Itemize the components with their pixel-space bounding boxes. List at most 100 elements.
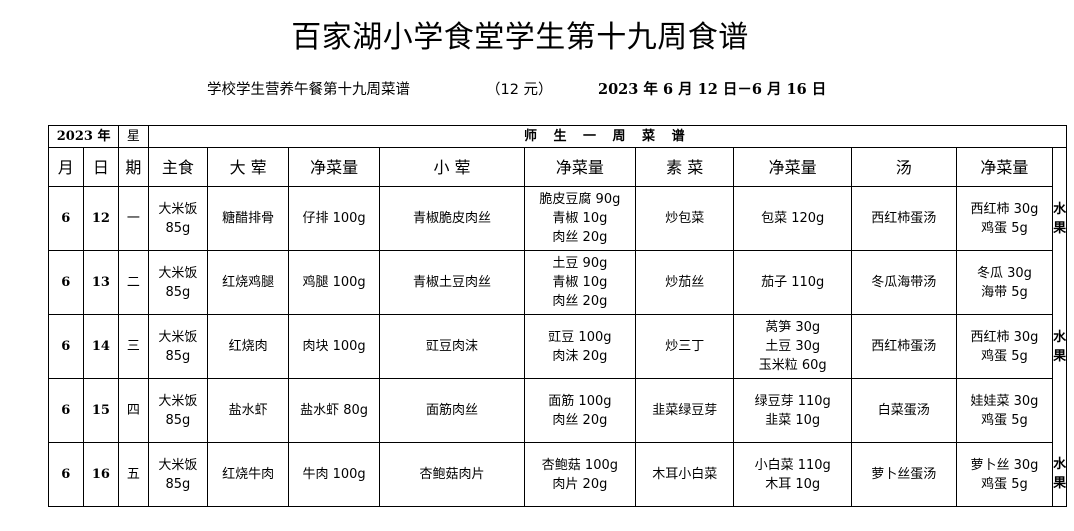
main-weight-cell: 盐水虾 80g bbox=[287, 378, 381, 443]
amount-line: 大米饭 bbox=[158, 201, 198, 217]
soup-cell: 冬瓜海带汤 bbox=[850, 250, 957, 315]
price-label: （12 元） bbox=[486, 82, 553, 98]
amount-line: 冬瓜 30g bbox=[976, 265, 1032, 281]
amount-line: 大米饭 bbox=[158, 329, 198, 345]
staple-cell: 大米饭 85g bbox=[147, 186, 209, 251]
veg-weight-cell: 包菜 120g bbox=[733, 186, 852, 251]
staple-header: 主食 bbox=[147, 147, 209, 187]
small-dish-header: 小 荤 bbox=[379, 147, 525, 187]
month-header: 月 bbox=[48, 147, 84, 187]
fruit-cell: 水果 bbox=[1052, 442, 1067, 507]
veg-cell: 木耳小白菜 bbox=[634, 442, 735, 507]
amount-line: 鸡蛋 5g bbox=[981, 476, 1028, 492]
amount-line: 茄子 110g bbox=[761, 275, 825, 290]
weekday-cell: 五 bbox=[118, 442, 149, 507]
amount-line: 韭菜 10g bbox=[765, 412, 821, 428]
small-dish-cell: 杏鲍菇肉片 bbox=[379, 442, 525, 507]
amount-line: 鸡蛋 5g bbox=[981, 412, 1028, 428]
soup-cell: 萝卜丝蛋汤 bbox=[850, 442, 957, 507]
header-row-top: 2023 年 星 师 生 一 周 菜 谱 bbox=[47, 125, 1068, 148]
amount-line: 肉片 20g bbox=[552, 476, 608, 492]
soup-weight-cell: 娃娃菜 30g 鸡蛋 5g bbox=[955, 378, 1054, 443]
month-cell: 6 bbox=[48, 378, 84, 443]
weekday-header-bottom: 期 bbox=[118, 147, 149, 187]
amount-line: 鸡腿 100g bbox=[302, 275, 366, 290]
small-weight-cell: 脆皮豆腐 90g 青椒 10g 肉丝 20g bbox=[523, 186, 636, 251]
table-row: 6 15 四大米饭 85g 盐水虾 盐水虾 80g 面筋肉丝 面筋 100g 肉丝 20g 韭菜绿… bbox=[48, 378, 1067, 443]
weekday-cell: 四 bbox=[118, 378, 149, 443]
amount-line: 面筋 100g bbox=[548, 393, 612, 409]
main-dish-cell: 红烧牛肉 bbox=[207, 442, 289, 507]
fruit-cell: 水果 bbox=[1052, 314, 1067, 379]
day-cell: 12 bbox=[82, 186, 120, 251]
amount-line: 西红柿 30g bbox=[970, 329, 1039, 345]
main-dish-cell: 糖醋排骨 bbox=[207, 186, 289, 251]
veg-header: 素 菜 bbox=[634, 147, 735, 187]
fruit-header bbox=[1052, 147, 1067, 187]
amount-line: 包菜 120g bbox=[761, 211, 825, 226]
amount-line: 豇豆 100g bbox=[548, 329, 612, 345]
small-weight-cell: 土豆 90g 青椒 10g 肉丝 20g bbox=[523, 250, 636, 315]
soup-weight-cell: 萝卜丝 30g 鸡蛋 5g bbox=[955, 442, 1054, 507]
amount-line: 玉米粒 60g bbox=[758, 358, 827, 373]
veg-cell: 炒包菜 bbox=[634, 186, 735, 251]
veg-weight-cell: 小白菜 110g 木耳 10g bbox=[733, 442, 852, 507]
amount-line: 莴笋 30g bbox=[765, 320, 821, 335]
veg-cell: 炒茄丝 bbox=[634, 250, 735, 315]
amount-line: 海带 5g bbox=[981, 284, 1028, 300]
staple-cell: 大米饭 85g bbox=[147, 442, 209, 507]
amount-line: 85g bbox=[165, 348, 191, 364]
month-cell: 6 bbox=[48, 442, 84, 507]
weekday-cell: 二 bbox=[118, 250, 149, 315]
amount-line: 杏鲍菇 100g bbox=[541, 457, 618, 473]
main-weight-cell: 肉块 100g bbox=[287, 314, 381, 379]
amount-line: 脆皮豆腐 90g bbox=[539, 192, 621, 207]
small-dish-cell: 豇豆肉沫 bbox=[379, 314, 525, 379]
small-weight-header: 净菜量 bbox=[523, 147, 636, 187]
amount-line: 肉丝 20g bbox=[552, 412, 608, 428]
small-weight-cell: 豇豆 100g 肉沫 20g bbox=[523, 314, 636, 379]
soup-cell: 西红柿蛋汤 bbox=[850, 314, 957, 379]
amount-line: 肉沫 20g bbox=[552, 348, 608, 364]
main-weight-header: 净菜量 bbox=[287, 147, 381, 187]
main-dish-cell: 红烧鸡腿 bbox=[207, 250, 289, 315]
small-weight-cell: 杏鲍菇 100g 肉片 20g bbox=[523, 442, 636, 507]
amount-line: 鸡蛋 5g bbox=[981, 220, 1028, 236]
soup-weight-cell: 冬瓜 30g 海带 5g bbox=[955, 250, 1054, 315]
small-dish-cell: 面筋肉丝 bbox=[379, 378, 525, 443]
amount-line: 绿豆芽 110g bbox=[754, 393, 831, 409]
amount-line: 85g bbox=[165, 220, 191, 236]
veg-weight-cell: 茄子 110g bbox=[733, 250, 852, 315]
amount-line: 木耳 10g bbox=[765, 476, 821, 492]
amount-line: 土豆 30g bbox=[765, 339, 821, 354]
main-dish-cell: 红烧肉 bbox=[207, 314, 289, 379]
month-cell: 6 bbox=[48, 250, 84, 315]
amount-line: 肉丝 20g bbox=[552, 294, 608, 309]
day-cell: 14 bbox=[82, 314, 120, 379]
amount-line: 肉块 100g bbox=[302, 339, 366, 354]
soup-cell: 西红柿蛋汤 bbox=[850, 186, 957, 251]
staple-cell: 大米饭 85g bbox=[147, 314, 209, 379]
table-row: 6 14 三大米饭 85g 红烧肉 肉块 100g 豇豆肉沫 豇豆 100g 肉沫 20g 炒三丁… bbox=[48, 314, 1067, 379]
amount-line: 肉丝 20g bbox=[552, 230, 608, 245]
year-header: 2023 年 bbox=[47, 125, 120, 148]
soup-weight-header: 净菜量 bbox=[955, 147, 1054, 187]
veg-weight-cell: 绿豆芽 110g 韭菜 10g bbox=[733, 378, 852, 443]
soup-cell: 白菜蛋汤 bbox=[850, 378, 957, 443]
table-row: 6 12 一大米饭 85g 糖醋排骨 仔排 100g 青椒脆皮肉丝 脆皮豆腐 90g 青椒 10… bbox=[48, 186, 1067, 251]
menu-title-header: 师 生 一 周 菜 谱 bbox=[147, 125, 1068, 148]
amount-line: 盐水虾 80g bbox=[300, 403, 369, 418]
small-dish-cell: 青椒脆皮肉丝 bbox=[379, 186, 525, 251]
staple-cell: 大米饭 85g bbox=[147, 378, 209, 443]
amount-line: 娃娃菜 30g bbox=[970, 393, 1039, 409]
amount-line: 鸡蛋 5g bbox=[981, 348, 1028, 364]
amount-line: 青椒 10g bbox=[552, 275, 608, 290]
soup-header: 汤 bbox=[850, 147, 957, 187]
month-cell: 6 bbox=[48, 314, 84, 379]
month-cell: 6 bbox=[48, 186, 84, 251]
amount-line: 85g bbox=[165, 476, 191, 492]
main-dish-header: 大 荤 bbox=[207, 147, 289, 187]
soup-weight-cell: 西红柿 30g 鸡蛋 5g bbox=[955, 314, 1054, 379]
soup-weight-cell: 西红柿 30g 鸡蛋 5g bbox=[955, 186, 1054, 251]
amount-line: 85g bbox=[165, 284, 191, 300]
